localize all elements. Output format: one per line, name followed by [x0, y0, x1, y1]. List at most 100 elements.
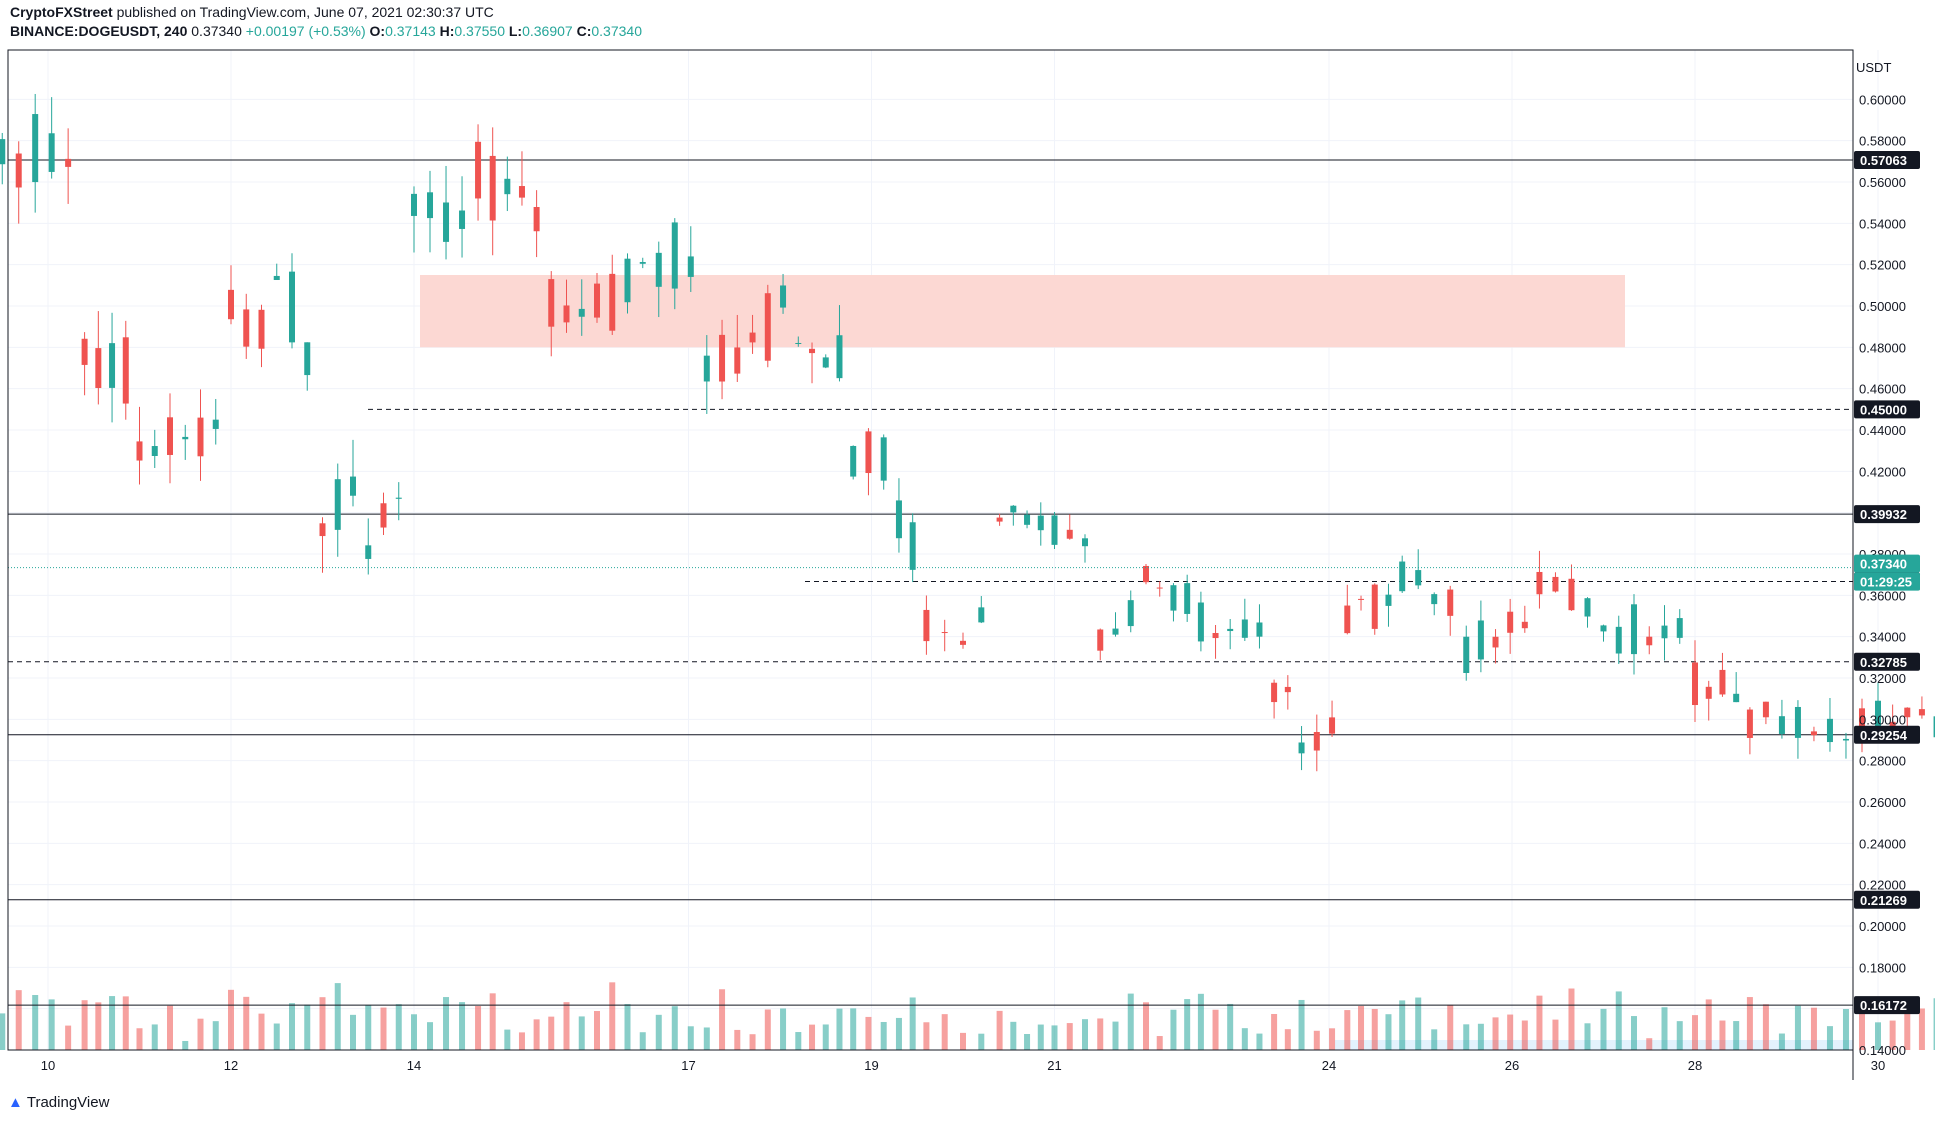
candle-body — [81, 338, 88, 365]
volume-bar — [489, 993, 496, 1050]
symbol-label[interactable]: BINANCE:DOGEUSDT, 240 — [10, 23, 188, 39]
candle-body — [65, 158, 72, 167]
candle-body — [151, 446, 158, 456]
level-lines — [8, 159, 1853, 1006]
price-tick-label: 0.48000 — [1859, 340, 1906, 355]
time-tick-label: 14 — [407, 1058, 421, 1073]
time-tick-label: 28 — [1688, 1058, 1702, 1073]
candle-body — [32, 114, 39, 183]
publish-info: published on TradingView.com, June 07, 2… — [116, 4, 494, 20]
candle-body — [1066, 529, 1073, 539]
candle-body — [350, 476, 356, 496]
candle-body — [48, 133, 55, 172]
volume-bar — [1733, 1021, 1740, 1050]
candle-body — [795, 342, 802, 344]
volume-bar — [639, 1032, 646, 1050]
volume-bar — [65, 1025, 72, 1050]
candle-body — [136, 441, 143, 461]
candle-body — [443, 202, 450, 242]
candle-body — [182, 436, 189, 440]
candle-body — [624, 258, 631, 303]
volume-bar — [1933, 998, 1935, 1050]
volume-bar — [1271, 1013, 1278, 1050]
volume-bar — [1584, 1023, 1591, 1050]
candle-body — [1399, 561, 1406, 592]
time-axis[interactable]: 10121417192124262830Jun357911141618 — [41, 1058, 1935, 1073]
price-tick-label: 0.20000 — [1859, 919, 1906, 934]
candle-body — [1024, 514, 1031, 525]
volume-bar — [95, 1002, 102, 1050]
price-tick-label: 0.60000 — [1859, 92, 1906, 107]
candle-body — [850, 445, 857, 477]
candle-body — [411, 193, 417, 216]
candle-body — [1705, 686, 1712, 699]
volume-bar — [1415, 997, 1422, 1050]
volume-bar — [1329, 1028, 1336, 1050]
volume-bar — [1024, 1034, 1031, 1050]
volume-bar — [1344, 1010, 1351, 1050]
countdown-badge: 01:29:25 — [1860, 575, 1912, 590]
candle-body — [1284, 686, 1291, 693]
price-tick-label: 0.44000 — [1859, 423, 1906, 438]
volume-bar — [594, 1011, 600, 1050]
candle-body — [836, 335, 843, 379]
level-badge-bg — [1854, 400, 1920, 419]
price-tick-label: 0.50000 — [1859, 299, 1906, 314]
price-tick-label: 0.46000 — [1859, 382, 1906, 397]
volume-bar — [1521, 1020, 1528, 1050]
volume-bar — [411, 1014, 417, 1050]
current-price-badge-bg — [1854, 554, 1920, 573]
volume-bar — [764, 1009, 771, 1050]
candle-body — [1313, 732, 1320, 751]
tradingview-logo-icon[interactable]: ▲ — [8, 1094, 23, 1111]
volume-bar — [1358, 1005, 1365, 1050]
candle-body — [1600, 625, 1607, 632]
candle-body — [1778, 716, 1785, 734]
footer: ▲ TradingView — [8, 1094, 109, 1111]
volume-bar — [1778, 1033, 1785, 1050]
volume-bar — [122, 996, 129, 1050]
candle-body — [1615, 626, 1622, 654]
candle-body — [1143, 565, 1149, 583]
volume-bar — [1762, 1004, 1769, 1050]
volume-bar — [1241, 1028, 1248, 1050]
level-badge-bg — [1854, 151, 1920, 170]
volume-bar — [1385, 1014, 1392, 1050]
time-tick-label: 21 — [1047, 1058, 1061, 1073]
candle-body — [1719, 669, 1726, 695]
candle-body — [719, 334, 726, 382]
candle-body — [334, 479, 341, 530]
price-tick-label: 0.34000 — [1859, 630, 1906, 645]
level-badge-bg — [1854, 725, 1920, 744]
candle-body — [609, 273, 616, 331]
volume-bar — [836, 1008, 843, 1050]
volume-bar — [350, 1014, 356, 1050]
footer-brand[interactable]: TradingView — [26, 1094, 110, 1111]
volume-bar — [1127, 993, 1134, 1050]
candle-body — [923, 609, 930, 642]
volume-bar — [865, 1016, 872, 1050]
level-badge: 0.21269 — [1860, 893, 1907, 908]
volume-bar — [1477, 1023, 1484, 1050]
author-name[interactable]: CryptoFXStreet — [10, 4, 113, 20]
candle-body — [504, 178, 511, 195]
high-label: H: — [439, 23, 455, 39]
close-label: C: — [576, 23, 592, 39]
ohlc-line: BINANCE:DOGEUSDT, 240 0.37340 +0.00197 (… — [10, 23, 642, 39]
volume-bar — [1298, 999, 1305, 1050]
candle-body — [1933, 716, 1935, 738]
candle-body — [1256, 622, 1263, 637]
volume-bar — [1676, 1021, 1683, 1050]
candle-body — [687, 256, 694, 277]
candle-body — [1170, 585, 1177, 611]
candle-body — [1568, 578, 1575, 611]
volume-bar — [923, 1022, 930, 1050]
time-tick-label: 10 — [41, 1058, 55, 1073]
candle-body — [548, 279, 555, 327]
volume-bar — [1646, 1038, 1653, 1050]
price-tick-label: 0.54000 — [1859, 216, 1906, 231]
volume-bar — [1399, 1000, 1406, 1050]
volume-bar — [850, 1008, 857, 1050]
price-tick-label: 0.26000 — [1859, 795, 1906, 810]
